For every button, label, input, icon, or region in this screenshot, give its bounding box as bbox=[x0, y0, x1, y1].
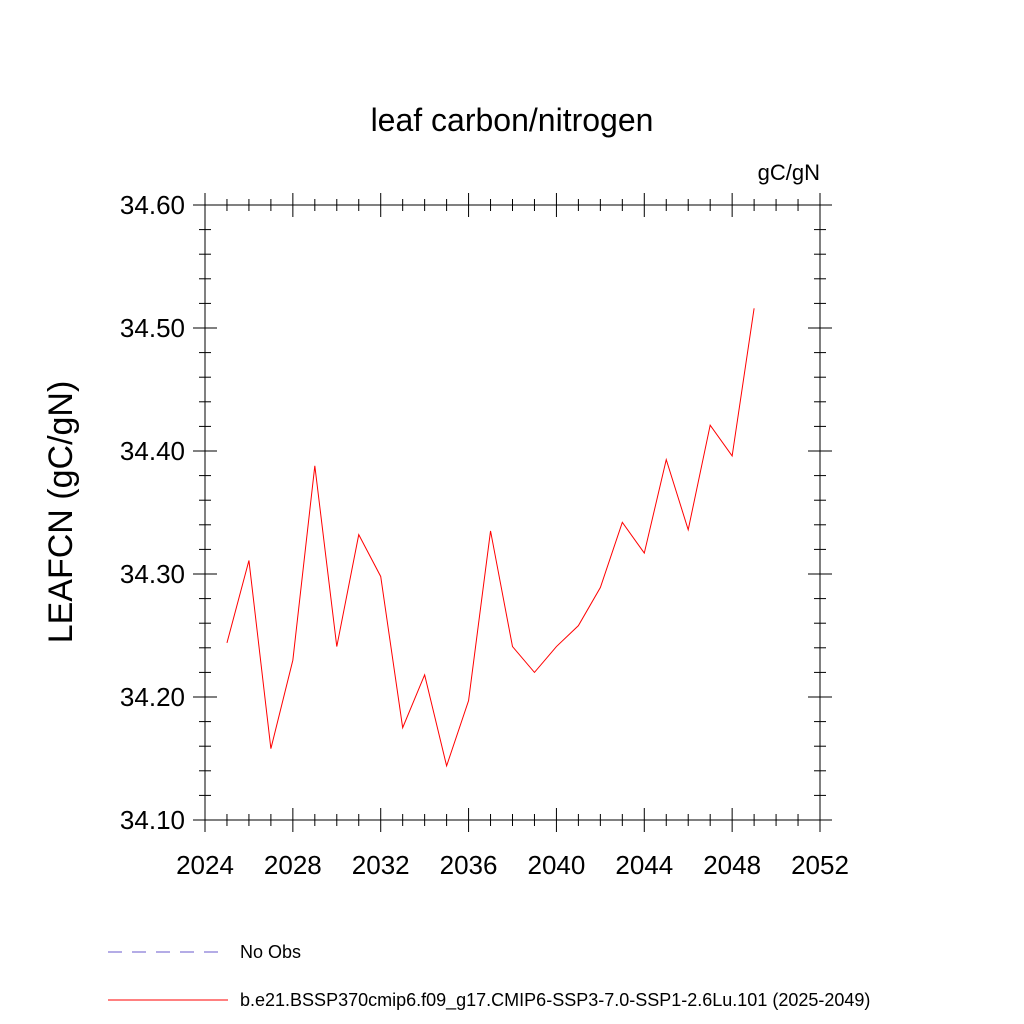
data-point bbox=[577, 624, 580, 627]
data-point bbox=[511, 645, 514, 648]
y-tick-label: 34.20 bbox=[120, 682, 185, 712]
data-point bbox=[753, 307, 756, 310]
x-tick-label: 2052 bbox=[791, 850, 849, 880]
x-tick-label: 2028 bbox=[264, 850, 322, 880]
data-point bbox=[357, 533, 360, 536]
y-tick-labels: 34.10 34.20 34.30 34.40 34.50 34.60 bbox=[120, 190, 185, 835]
series-line bbox=[226, 308, 755, 768]
data-point bbox=[467, 699, 470, 702]
data-point bbox=[445, 764, 448, 767]
axis-ticks bbox=[193, 193, 832, 832]
units-label: gC/gN bbox=[758, 160, 820, 185]
x-tick-label: 2044 bbox=[615, 850, 673, 880]
x-tick-label: 2024 bbox=[176, 850, 234, 880]
data-point bbox=[731, 454, 734, 457]
plot-frame bbox=[204, 204, 821, 821]
data-point bbox=[709, 424, 712, 427]
y-tick-label: 34.60 bbox=[120, 190, 185, 220]
data-point bbox=[247, 559, 250, 562]
data-point bbox=[687, 528, 690, 531]
data-point bbox=[225, 641, 228, 644]
data-point bbox=[599, 586, 602, 589]
x-tick-label: 2048 bbox=[703, 850, 761, 880]
x-tick-label: 2040 bbox=[528, 850, 586, 880]
data-point bbox=[621, 521, 624, 524]
data-point bbox=[269, 747, 272, 750]
data-point bbox=[335, 645, 338, 648]
chart-title: leaf carbon/nitrogen bbox=[371, 102, 654, 138]
legend-label: b.e21.BSSP370cmip6.f09_g17.CMIP6-SSP3-7.… bbox=[240, 990, 870, 1011]
data-point bbox=[533, 671, 536, 674]
data-point bbox=[643, 552, 646, 555]
data-point bbox=[489, 529, 492, 532]
data-point bbox=[665, 458, 668, 461]
x-tick-labels: 2024 2028 2032 2036 2040 2044 2048 2052 bbox=[176, 850, 849, 880]
data-point bbox=[291, 659, 294, 662]
y-axis-label: LEAFCN (gC/gN) bbox=[42, 381, 80, 644]
y-tick-label: 34.50 bbox=[120, 313, 185, 343]
y-tick-label: 34.30 bbox=[120, 559, 185, 589]
legend: No Obs b.e21.BSSP370cmip6.f09_g17.CMIP6-S… bbox=[108, 942, 870, 1011]
legend-label: No Obs bbox=[240, 942, 301, 962]
data-point bbox=[555, 645, 558, 648]
x-tick-label: 2036 bbox=[440, 850, 498, 880]
series-group bbox=[225, 307, 756, 768]
y-tick-label: 34.40 bbox=[120, 436, 185, 466]
x-tick-label: 2032 bbox=[352, 850, 410, 880]
data-point bbox=[313, 464, 316, 467]
data-point bbox=[379, 575, 382, 578]
data-point bbox=[423, 673, 426, 676]
y-tick-label: 34.10 bbox=[120, 805, 185, 835]
data-point bbox=[401, 726, 404, 729]
